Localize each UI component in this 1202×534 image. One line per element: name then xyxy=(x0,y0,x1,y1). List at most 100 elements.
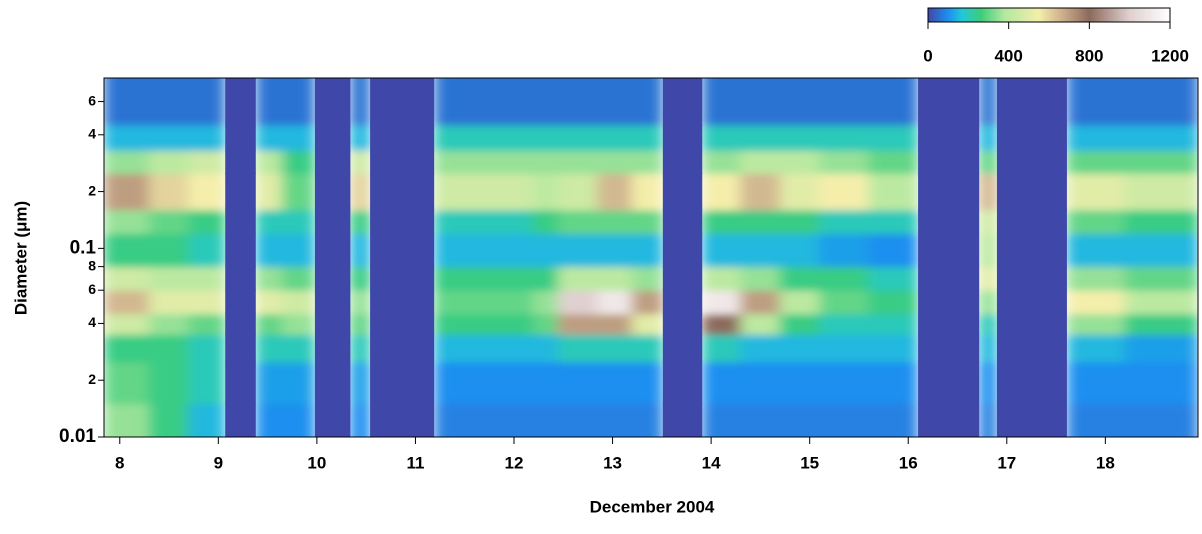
gap-cell xyxy=(314,209,351,234)
heat-cell xyxy=(188,172,226,211)
heat-cell xyxy=(597,209,633,234)
heat-cell xyxy=(631,150,664,174)
gap-cell xyxy=(918,124,980,152)
heat-cell xyxy=(631,266,664,291)
x-tick-label: 16 xyxy=(899,453,918,472)
heat-cell xyxy=(740,333,781,363)
heat-cell xyxy=(255,124,283,152)
gap-cell xyxy=(314,289,351,315)
gap-cell xyxy=(225,266,256,291)
heat-cell xyxy=(433,232,485,268)
gap-cell xyxy=(370,403,435,437)
heat-cell xyxy=(740,78,781,126)
heat-cell xyxy=(868,172,919,211)
heat-cell xyxy=(255,313,283,335)
heat-cell xyxy=(433,313,485,335)
heat-cell xyxy=(740,403,781,437)
heat-cell xyxy=(104,124,150,152)
heat-cell xyxy=(701,209,742,234)
heat-cell xyxy=(740,209,781,234)
heat-cell xyxy=(188,124,226,152)
heat-cell xyxy=(631,124,664,152)
heat-cell xyxy=(740,361,781,405)
heat-cell xyxy=(978,313,998,335)
y-tick-label: 0.01 xyxy=(59,426,96,447)
gap-cell xyxy=(370,333,435,363)
heat-cell xyxy=(868,209,919,234)
gap-cell xyxy=(314,333,351,363)
heat-cell xyxy=(557,124,599,152)
heat-cell xyxy=(1124,361,1198,405)
gap-cell xyxy=(662,124,703,152)
heat-cell xyxy=(1124,150,1198,174)
heat-cell xyxy=(281,333,316,363)
gap-cell xyxy=(314,232,351,268)
heat-cell xyxy=(148,289,190,315)
heat-cell xyxy=(557,209,599,234)
heat-cell xyxy=(1066,78,1126,126)
heat-cell xyxy=(978,266,998,291)
heat-cell xyxy=(483,289,535,315)
gap-cell xyxy=(996,172,1067,211)
gap-cell xyxy=(918,313,980,335)
heat-cell xyxy=(1066,266,1126,291)
heat-cell xyxy=(281,313,316,335)
heat-cell xyxy=(819,266,870,291)
gap-cell xyxy=(662,232,703,268)
gap-cell xyxy=(996,78,1067,126)
heat-cell xyxy=(1066,172,1126,211)
heat-cell xyxy=(281,172,316,211)
colorbar-tick-label: 1200 xyxy=(1151,46,1189,65)
heat-cell xyxy=(1124,232,1198,268)
heat-cell xyxy=(483,150,535,174)
y-tick-label: 0.1 xyxy=(70,237,97,258)
heat-cell xyxy=(349,289,371,315)
heat-cell xyxy=(104,150,150,174)
heat-cell xyxy=(701,403,742,437)
x-tick-label: 13 xyxy=(603,453,622,472)
heat-cell xyxy=(1066,403,1126,437)
heat-cell xyxy=(349,361,371,405)
heat-cell xyxy=(104,232,150,268)
gap-cell xyxy=(225,289,256,315)
heat-cell xyxy=(433,266,485,291)
heat-cell xyxy=(349,172,371,211)
heat-cell xyxy=(104,361,150,405)
heat-cell xyxy=(597,361,633,405)
heat-cell xyxy=(104,403,150,437)
heat-cell xyxy=(868,361,919,405)
y-tick-label: 8 xyxy=(88,257,96,273)
heat-cell xyxy=(597,266,633,291)
heat-cell xyxy=(255,333,283,363)
heat-cell xyxy=(281,209,316,234)
heat-cell xyxy=(868,403,919,437)
heat-cell xyxy=(433,78,485,126)
heat-cell xyxy=(779,150,821,174)
heat-cell xyxy=(597,313,633,335)
heat-cell xyxy=(433,361,485,405)
gap-cell xyxy=(314,313,351,335)
heat-cell xyxy=(631,403,664,437)
heat-cell xyxy=(978,209,998,234)
heat-cell xyxy=(533,403,559,437)
heat-cell xyxy=(433,124,485,152)
heat-cell xyxy=(349,313,371,335)
gap-cell xyxy=(225,313,256,335)
heat-cell xyxy=(597,172,633,211)
heat-cell xyxy=(701,361,742,405)
heat-cell xyxy=(349,209,371,234)
heat-cell xyxy=(533,124,559,152)
gap-cell xyxy=(996,150,1067,174)
gap-cell xyxy=(370,172,435,211)
heat-cell xyxy=(483,124,535,152)
x-tick-label: 17 xyxy=(997,453,1016,472)
gap-cell xyxy=(662,209,703,234)
heat-cell xyxy=(868,78,919,126)
heat-cell xyxy=(483,361,535,405)
heat-cell xyxy=(188,209,226,234)
gap-cell xyxy=(225,209,256,234)
heat-cell xyxy=(433,289,485,315)
heat-cell xyxy=(779,172,821,211)
